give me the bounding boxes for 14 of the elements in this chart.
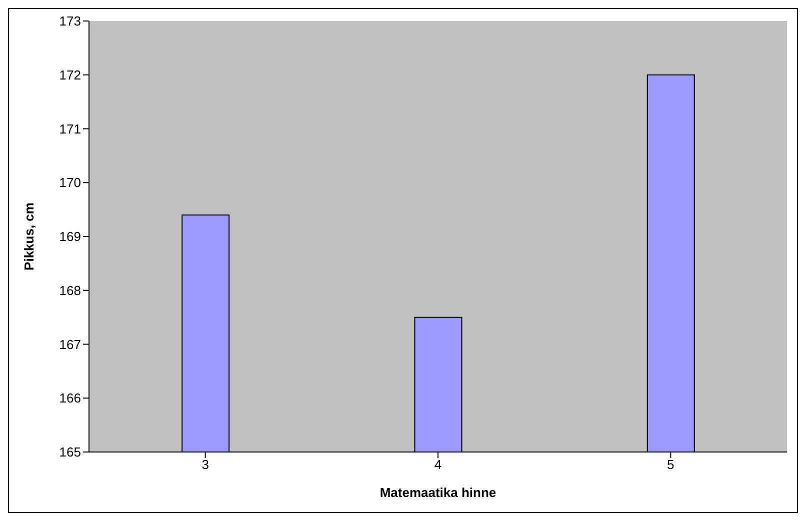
y-tick-label: 166 <box>59 390 81 406</box>
x-tick-label: 3 <box>202 457 209 472</box>
x-tick-label: 5 <box>667 457 674 472</box>
x-axis-title: Matemaatika hinne <box>380 485 496 500</box>
y-tick-label: 169 <box>59 229 81 244</box>
y-tick-label: 170 <box>59 175 81 190</box>
y-tick-label: 165 <box>59 444 81 460</box>
y-tick-label: 168 <box>59 282 81 298</box>
y-tick-label: 173 <box>59 14 81 29</box>
y-axis-title: Pikkus, cm <box>22 202 37 270</box>
y-tick-label: 171 <box>59 121 81 136</box>
x-tick-label: 4 <box>434 457 442 472</box>
y-tick-label: 167 <box>59 336 81 352</box>
y-tick-label: 172 <box>59 67 81 82</box>
